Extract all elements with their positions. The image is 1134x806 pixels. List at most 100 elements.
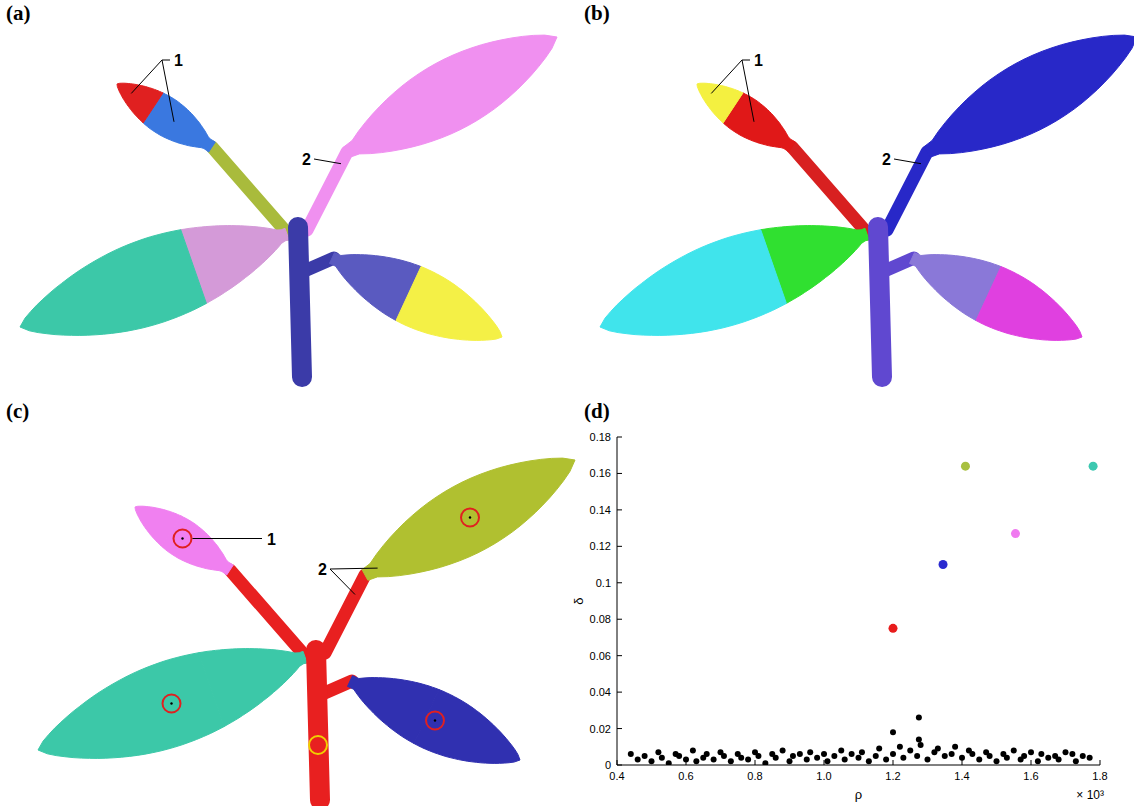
point: [821, 751, 827, 757]
point: [969, 751, 975, 757]
petiole: [212, 147, 288, 234]
point: [704, 751, 710, 757]
point: [916, 715, 922, 721]
x-multiplier: × 10³: [1076, 788, 1104, 802]
x-tick-label: 0.8: [747, 770, 762, 782]
cluster-center-dot: [469, 516, 471, 518]
petiole: [325, 575, 365, 653]
point: [876, 746, 882, 752]
leaf-segment: [697, 83, 743, 123]
x-axis-title: ρ: [855, 787, 862, 802]
point: [824, 758, 830, 764]
petiole: [307, 152, 347, 230]
point: [666, 760, 672, 765]
point: [807, 749, 813, 755]
leaf-segment: [414, 690, 520, 764]
petiole: [792, 147, 868, 234]
point: [1011, 747, 1017, 753]
point: [1089, 462, 1098, 471]
cluster-center-dot: [434, 719, 436, 721]
x-tick: [617, 760, 618, 765]
point: [942, 753, 948, 759]
point: [1080, 753, 1086, 759]
y-tick: [617, 692, 622, 693]
annotation: 1: [174, 52, 183, 69]
point: [1038, 751, 1044, 757]
annotation: 1: [754, 52, 763, 69]
point: [1073, 758, 1079, 764]
annotation: 2: [318, 561, 327, 578]
leader-line: [162, 60, 170, 61]
x-axis: [617, 765, 1100, 766]
points: [628, 462, 1098, 765]
leader-line: [711, 60, 742, 93]
point: [762, 760, 768, 765]
point: [655, 749, 661, 755]
point: [859, 749, 865, 755]
y-tick: [617, 728, 622, 729]
point: [935, 746, 941, 752]
leader-line: [330, 569, 355, 595]
leaf-segment: [20, 230, 206, 336]
cluster-center: [309, 736, 327, 754]
leader-line: [314, 159, 341, 164]
point: [994, 758, 1000, 764]
point: [1028, 749, 1034, 755]
x-tick: [1100, 760, 1101, 765]
plant-panel: 12: [38, 458, 575, 800]
point: [961, 462, 970, 471]
point: [918, 742, 924, 748]
point: [642, 753, 648, 759]
leaf-segment: [117, 83, 163, 123]
leader-line: [193, 538, 263, 539]
petiole: [887, 152, 927, 230]
point: [831, 753, 837, 759]
cluster-center: [163, 695, 181, 713]
point: [711, 757, 717, 763]
y-tick-label: 0.02: [590, 723, 611, 735]
petiole: [230, 570, 306, 657]
y-tick: [617, 765, 622, 766]
point: [925, 757, 931, 763]
point: [959, 755, 965, 761]
y-tick: [617, 546, 622, 547]
panel-letter: (d): [584, 399, 610, 423]
point: [916, 736, 922, 742]
point: [683, 757, 689, 763]
panel-letter: (c): [6, 399, 29, 423]
point: [1087, 755, 1093, 761]
x-tick: [755, 760, 756, 765]
point: [690, 747, 696, 753]
y-tick-label: 0.1: [596, 577, 611, 589]
point: [780, 747, 786, 753]
point: [849, 751, 855, 757]
leader-line: [131, 60, 162, 93]
y-tick-label: 0.14: [590, 504, 611, 516]
x-tick: [893, 760, 894, 765]
leader-line: [742, 60, 750, 61]
leaf-segment: [600, 230, 786, 336]
point: [1056, 757, 1062, 763]
cluster-center-dot: [181, 537, 183, 539]
plant-panel: 12: [600, 35, 1134, 377]
y-tick-label: 0.04: [590, 686, 611, 698]
point: [883, 757, 889, 763]
x-tick-label: 1.2: [885, 770, 900, 782]
leaf-segment: [362, 458, 575, 580]
annotation: 2: [302, 151, 311, 168]
leaf-segment: [344, 35, 557, 157]
point: [952, 744, 958, 750]
point: [649, 758, 655, 764]
point: [866, 758, 872, 764]
y-axis-title: δ: [571, 597, 586, 604]
y-tick-label: 0.16: [590, 467, 611, 479]
panel-letter: (a): [6, 1, 31, 25]
y-tick: [617, 619, 622, 620]
point: [1045, 755, 1051, 761]
y-tick-label: 0.08: [590, 613, 611, 625]
point: [897, 744, 903, 750]
point: [1011, 529, 1020, 538]
stem: [298, 227, 302, 377]
y-tick: [617, 582, 622, 583]
figure: (a)12(b)12(c)12(d)00.020.040.060.080.10.…: [0, 0, 1134, 806]
